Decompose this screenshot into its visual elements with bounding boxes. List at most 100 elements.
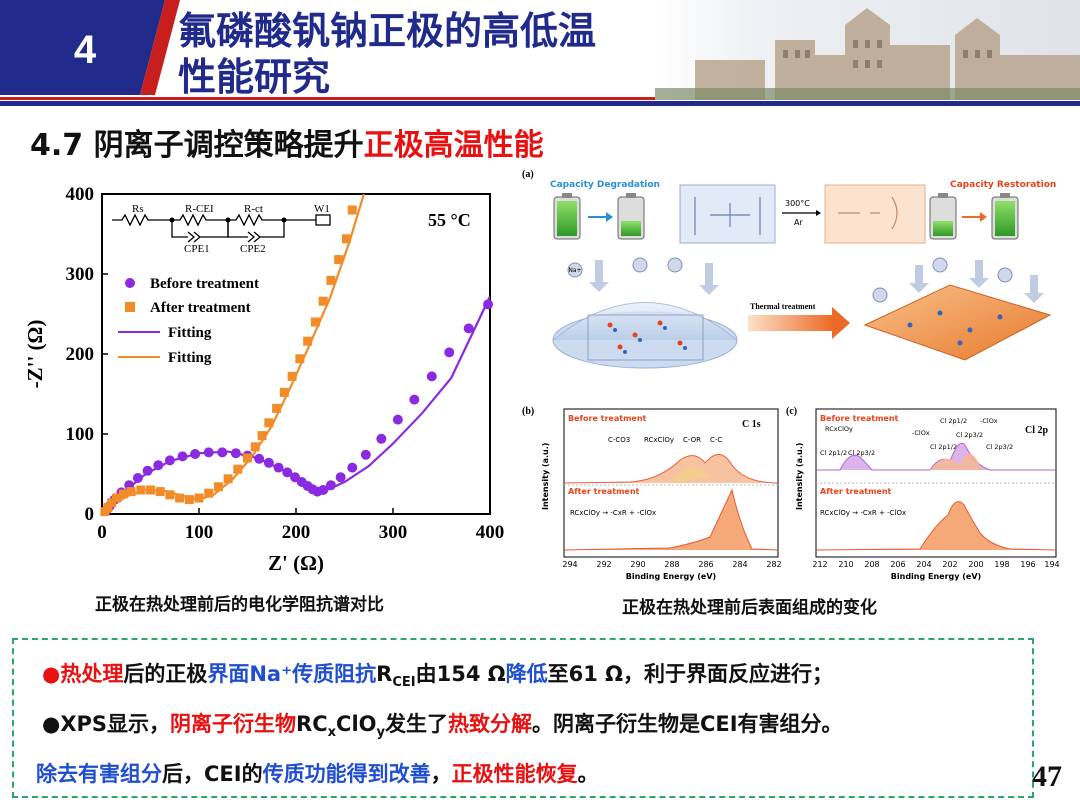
c-tick: 208 [864, 560, 879, 569]
battery-full-icon [553, 193, 581, 240]
c-ylabel: Intensity (a.u.) [795, 443, 804, 510]
c-reaction: RCxClOy → -CxR + -ClOx [820, 509, 906, 517]
c-peak: Cl 2p3/2 [956, 431, 983, 439]
data-point-after [347, 205, 357, 215]
text-segment: 后的正极 [123, 662, 208, 686]
c-peak: -ClOx [980, 417, 998, 425]
summary-line-3: 除去有害组分后，CEI的传质功能得到改善，正极性能恢复。 [36, 758, 599, 788]
data-point-after [204, 488, 214, 498]
temperature-label: 55 °C [428, 210, 471, 230]
page-number: 47 [1032, 760, 1062, 793]
text-segment: XPS显示， [60, 712, 171, 736]
b-reaction: RCxClOy → -CxR + -ClOx [570, 509, 656, 517]
y-axis-label: -Z'' (Ω) [23, 320, 47, 389]
legend-fit-after: Fitting [168, 350, 212, 366]
capacity-degradation-label: Capacity Degradation [550, 180, 660, 190]
c-tick: 210 [838, 560, 853, 569]
c-after-label: After treatment [820, 487, 892, 496]
c-tick: 194 [1044, 560, 1059, 569]
data-point-before [426, 371, 437, 382]
data-point-before [153, 460, 164, 471]
c-xlabel: Binding Energy (eV) [891, 572, 981, 581]
c-peak: Cl 2p1/2 [930, 443, 957, 451]
data-point-after [146, 485, 155, 495]
battery-full-icon-right [991, 193, 1019, 240]
text-segment: 发生了 [384, 712, 448, 736]
b-tick: 288 [664, 560, 679, 569]
eis-nyquist-chart: 0 100 200 300 400 0 100 200 300 400 Z' (Ω) -Z'' (Ω)… [23, 184, 504, 575]
circuit-label-rs: Rs [132, 203, 144, 215]
b-tick: 286 [698, 560, 713, 569]
data-point-before [203, 447, 214, 458]
data-point-before [132, 473, 143, 483]
circuit-label-w1: W1 [314, 203, 330, 215]
b-before-label: Before treatment [568, 414, 647, 423]
panel-a-schematic: (a) Capacity Degradation Capacity Restor… [522, 169, 1056, 369]
circuit-label-rct: R-ct [244, 203, 263, 215]
thermal-arrow-top-label: 300°C [785, 199, 810, 208]
data-point-before [347, 462, 358, 473]
circuit-label-rcei: R-CEI [185, 203, 214, 215]
c-tick: 202 [942, 560, 957, 569]
xps-schematic-figure: (a) Capacity Degradation Capacity Restor… [522, 169, 1060, 581]
text-subscript: y [376, 725, 385, 741]
data-point-before [282, 467, 293, 478]
b-tick: 290 [630, 560, 645, 569]
fit-line [102, 194, 365, 514]
text-segment: ， [430, 762, 452, 786]
summary-line-2: ●XPS显示，阴离子衍生物RCxClOy发生了热致分解。阴离子衍生物是CEI有害… [42, 708, 843, 740]
b-xlabel: Binding Energy (eV) [626, 572, 716, 581]
x-tick-label: 200 [282, 522, 311, 543]
y-tick-label: 200 [66, 344, 95, 365]
title-line-1: 氟磷酸钒钠正极的高低温 [178, 9, 597, 53]
c-tick: 206 [890, 560, 905, 569]
x-tick-label: 100 [185, 522, 214, 543]
data-point-after [243, 453, 252, 463]
c-tick: 204 [916, 560, 931, 569]
data-point-after [155, 487, 165, 497]
text-segment: 热致分解 [447, 712, 532, 736]
cl2p-label: Cl 2p [1025, 425, 1049, 436]
c-peak: Cl 2p3/2 [848, 449, 875, 457]
data-point-after [272, 403, 282, 413]
b-tick: 284 [732, 560, 747, 569]
data-point-before [318, 485, 329, 495]
data-point-before [230, 448, 241, 459]
data-point-after [107, 498, 117, 508]
xps-caption: 正极在热处理前后表面组成的变化 [622, 598, 877, 618]
data-point-before [273, 462, 284, 473]
panel-b-label: (b) [522, 406, 534, 417]
data-point-after [194, 493, 204, 503]
c-peak: -ClOx [912, 429, 930, 437]
text-segment: R [376, 662, 393, 686]
data-point-after [112, 493, 122, 503]
data-point-before [335, 472, 346, 483]
chart-legend: Before treatment After treatment Fitting… [118, 276, 259, 366]
circuit-label-cpe2: CPE2 [240, 243, 266, 255]
text-segment: 除去有害组分 [36, 762, 162, 786]
c-before-label: Before treatment [820, 414, 899, 423]
data-point-after [118, 489, 128, 499]
data-point-after [264, 418, 274, 428]
data-point-before [325, 480, 336, 491]
data-point-after [165, 490, 175, 500]
summary-line-1: ●热处理后的正极界面Na⁺传质阻抗RCEI由154 Ω降低至61 Ω，利于界面反… [42, 658, 833, 690]
text-subscript: CEI [392, 675, 416, 691]
y-tick-label: 100 [66, 424, 95, 445]
molecule-box-left [679, 184, 776, 244]
data-point-after [326, 275, 336, 285]
legend-after: After treatment [150, 300, 251, 316]
bullet-icon: ● [42, 662, 61, 686]
c1s-label: C 1s [742, 419, 761, 430]
na-ion-label: Na+ [568, 267, 581, 274]
c-peak: Cl 2p1/2 [940, 417, 967, 425]
legend-fit-before: Fitting [168, 325, 212, 341]
text-segment: 正极性能恢复 [451, 762, 578, 786]
x-tick-label: 0 [97, 522, 107, 543]
text-segment: 至61 Ω，利于界面反应进行； [547, 662, 833, 686]
data-point-after [175, 493, 185, 503]
text-segment: ClO [336, 712, 377, 736]
panel-c-label: (c) [786, 406, 797, 417]
text-segment: 界面Na⁺传质阻抗 [207, 662, 377, 686]
circuit-label-cpe1: CPE1 [184, 243, 210, 255]
